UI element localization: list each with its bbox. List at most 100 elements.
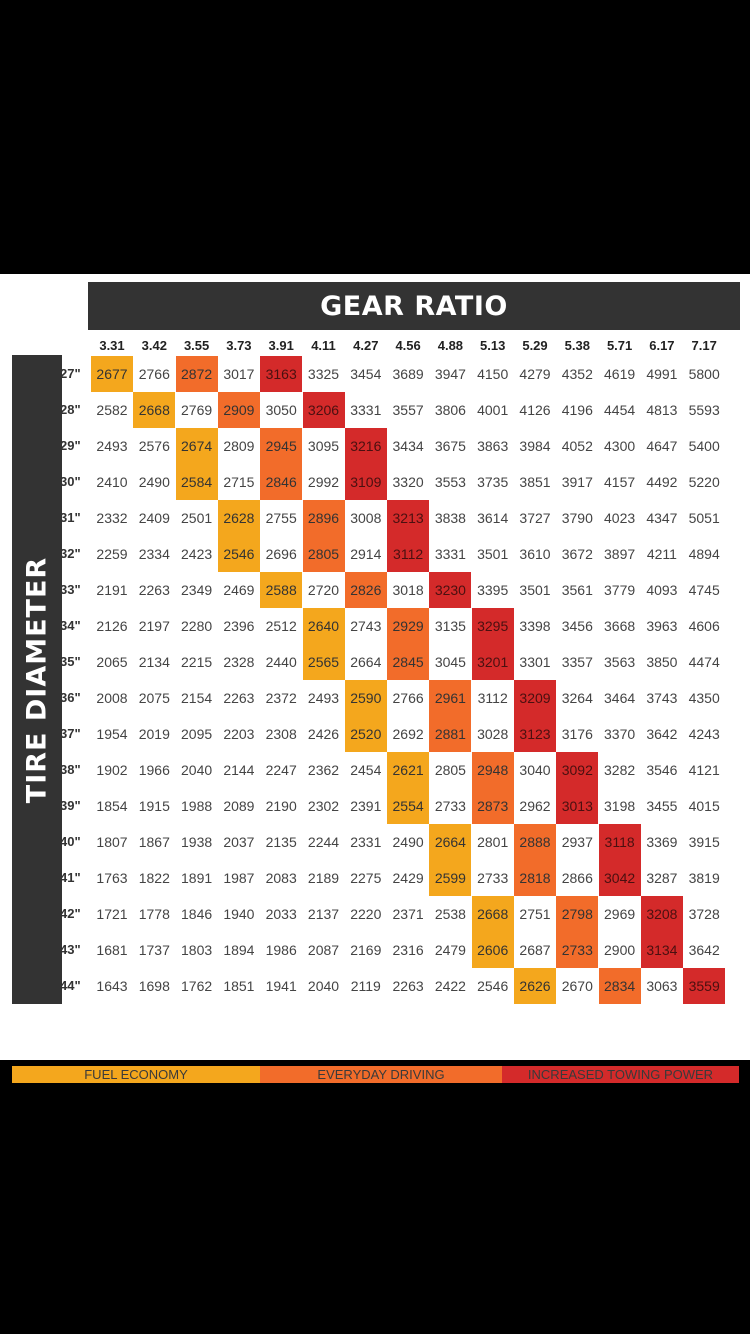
rpm-cell-towing: 3213 <box>387 500 430 536</box>
rpm-cell: 1846 <box>181 906 213 922</box>
rpm-cell-towing: 3216 <box>344 428 387 464</box>
rpm-cell: 2189 <box>307 870 340 886</box>
rpm-cell: 2203 <box>223 726 255 742</box>
tire-size-label: 28" <box>60 402 81 417</box>
rpm-cell-fuel: 2606 <box>471 932 514 968</box>
rpm-cell: 2900 <box>604 942 636 958</box>
gear-ratio-row: 3.31 3.42 3.55 3.73 3.91 4.11 4.27 4.56 4.88 5.13… <box>0 336 750 356</box>
rpm-cell: 3095 <box>307 438 340 454</box>
rpm-cell: 3672 <box>561 546 593 562</box>
rpm-cell: 2422 <box>434 978 466 994</box>
rpm-cell: 3398 <box>519 618 551 634</box>
rpm-cell: 2501 <box>181 510 213 526</box>
rpm-cell: 2197 <box>138 618 170 634</box>
tire-size-label: 29" <box>60 438 81 453</box>
rpm-cell: 1891 <box>181 870 213 886</box>
rpm-cell: 1851 <box>223 978 255 994</box>
rpm-cell: 3063 <box>646 978 678 994</box>
tire-size-label: 41" <box>60 870 81 885</box>
rpm-cell-everyday: 2826 <box>344 572 387 608</box>
rpm-cell: 3963 <box>646 618 678 634</box>
rpm-cell: 1987 <box>223 870 255 886</box>
rpm-cell: 1986 <box>265 942 297 958</box>
rpm-cell: 3642 <box>688 942 720 958</box>
rpm-cell: 2328 <box>223 654 255 670</box>
gear-ratio-label: 3.91 <box>268 338 294 353</box>
rpm-cell-fuel: 2520 <box>344 716 387 752</box>
rpm-cell: 2720 <box>307 582 340 598</box>
rpm-cell: 5220 <box>688 474 720 490</box>
rpm-cell: 2493 <box>96 438 128 454</box>
rpm-cell: 3727 <box>519 510 551 526</box>
rpm-cell: 3668 <box>604 618 636 634</box>
rpm-cell-fuel: 2640 <box>302 608 345 644</box>
rpm-cell: 3917 <box>561 474 593 490</box>
rpm-cell-towing: 3209 <box>514 680 556 716</box>
rpm-cell-everyday: 2909 <box>217 392 260 428</box>
rpm-cell: 3050 <box>265 402 297 418</box>
rpm-cell: 4150 <box>477 366 509 382</box>
rpm-cell: 2809 <box>223 438 255 454</box>
rpm-cell: 3434 <box>392 438 424 454</box>
rpm-cell: 1807 <box>96 834 128 850</box>
rpm-cell: 4745 <box>688 582 720 598</box>
rpm-cell: 5800 <box>688 366 720 382</box>
rpm-cell: 4347 <box>646 510 678 526</box>
rpm-cell-everyday: 2798 <box>556 896 599 932</box>
rpm-cell: 2244 <box>307 834 340 850</box>
rpm-cell: 2331 <box>350 834 382 850</box>
rpm-cell: 4454 <box>604 402 636 418</box>
rpm-cell: 3357 <box>561 654 593 670</box>
rpm-cell: 3456 <box>561 618 593 634</box>
rpm-cell: 4126 <box>519 402 551 418</box>
rpm-cell-towing: 3295 <box>471 608 514 644</box>
rpm-cell: 4894 <box>688 546 720 562</box>
rpm-cell: 2137 <box>307 906 340 922</box>
rpm-cell: 3331 <box>350 402 382 418</box>
rpm-cell-everyday: 2961 <box>429 680 472 716</box>
rpm-cell: 4647 <box>646 438 678 454</box>
rpm-cell: 4093 <box>646 582 678 598</box>
rpm-cell: 2040 <box>181 762 213 778</box>
rpm-cell: 1822 <box>138 870 170 886</box>
rpm-cell: 1988 <box>181 798 213 814</box>
legend-item: FUEL ECONOMY <box>12 1066 260 1083</box>
rpm-cell: 2126 <box>96 618 128 634</box>
rpm-cell: 1681 <box>96 942 128 958</box>
rpm-cell: 2332 <box>96 510 128 526</box>
rpm-cell-towing: 3042 <box>598 860 641 896</box>
rpm-cell: 4121 <box>688 762 720 778</box>
rpm-cell: 2134 <box>138 654 170 670</box>
rpm-cell: 2733 <box>477 870 509 886</box>
tire-diameter-bar: TIRE DIAMETER <box>12 355 62 1004</box>
rpm-cell: 4211 <box>646 546 677 562</box>
rpm-cell: 3610 <box>519 546 551 562</box>
rpm-cell-everyday: 2845 <box>387 644 430 680</box>
rpm-cell: 2423 <box>181 546 213 562</box>
rpm-cell-fuel: 2664 <box>429 824 472 860</box>
rpm-cell: 2937 <box>561 834 593 850</box>
rpm-cell: 1902 <box>96 762 128 778</box>
rpm-cell: 3779 <box>604 582 636 598</box>
rpm-cell-fuel: 2590 <box>344 680 387 716</box>
tire-size-label: 32" <box>60 546 81 561</box>
rpm-cell: 1940 <box>223 906 255 922</box>
rpm-cell: 3287 <box>646 870 678 886</box>
rpm-cell: 3546 <box>646 762 678 778</box>
rpm-cell-fuel: 2599 <box>429 860 472 896</box>
rpm-cell-everyday: 2896 <box>302 500 345 536</box>
rpm-cell: 2766 <box>392 690 424 706</box>
rpm-cell: 3395 <box>477 582 509 598</box>
rpm-cell: 4606 <box>688 618 720 634</box>
rpm-cell-fuel: 2674 <box>175 428 218 464</box>
rpm-cell: 2280 <box>181 618 213 634</box>
rpm-cell: 3045 <box>434 654 466 670</box>
gear-ratio-label: 3.73 <box>226 338 252 353</box>
rpm-cell: 3915 <box>688 834 720 850</box>
chart-title: GEAR RATIO <box>320 290 508 322</box>
rpm-cell-fuel: 2621 <box>387 752 430 788</box>
rpm-cell: 3112 <box>477 690 508 706</box>
rpm-cell: 3642 <box>646 726 678 742</box>
rpm-cell: 2247 <box>265 762 297 778</box>
rpm-cell: 2275 <box>350 870 382 886</box>
